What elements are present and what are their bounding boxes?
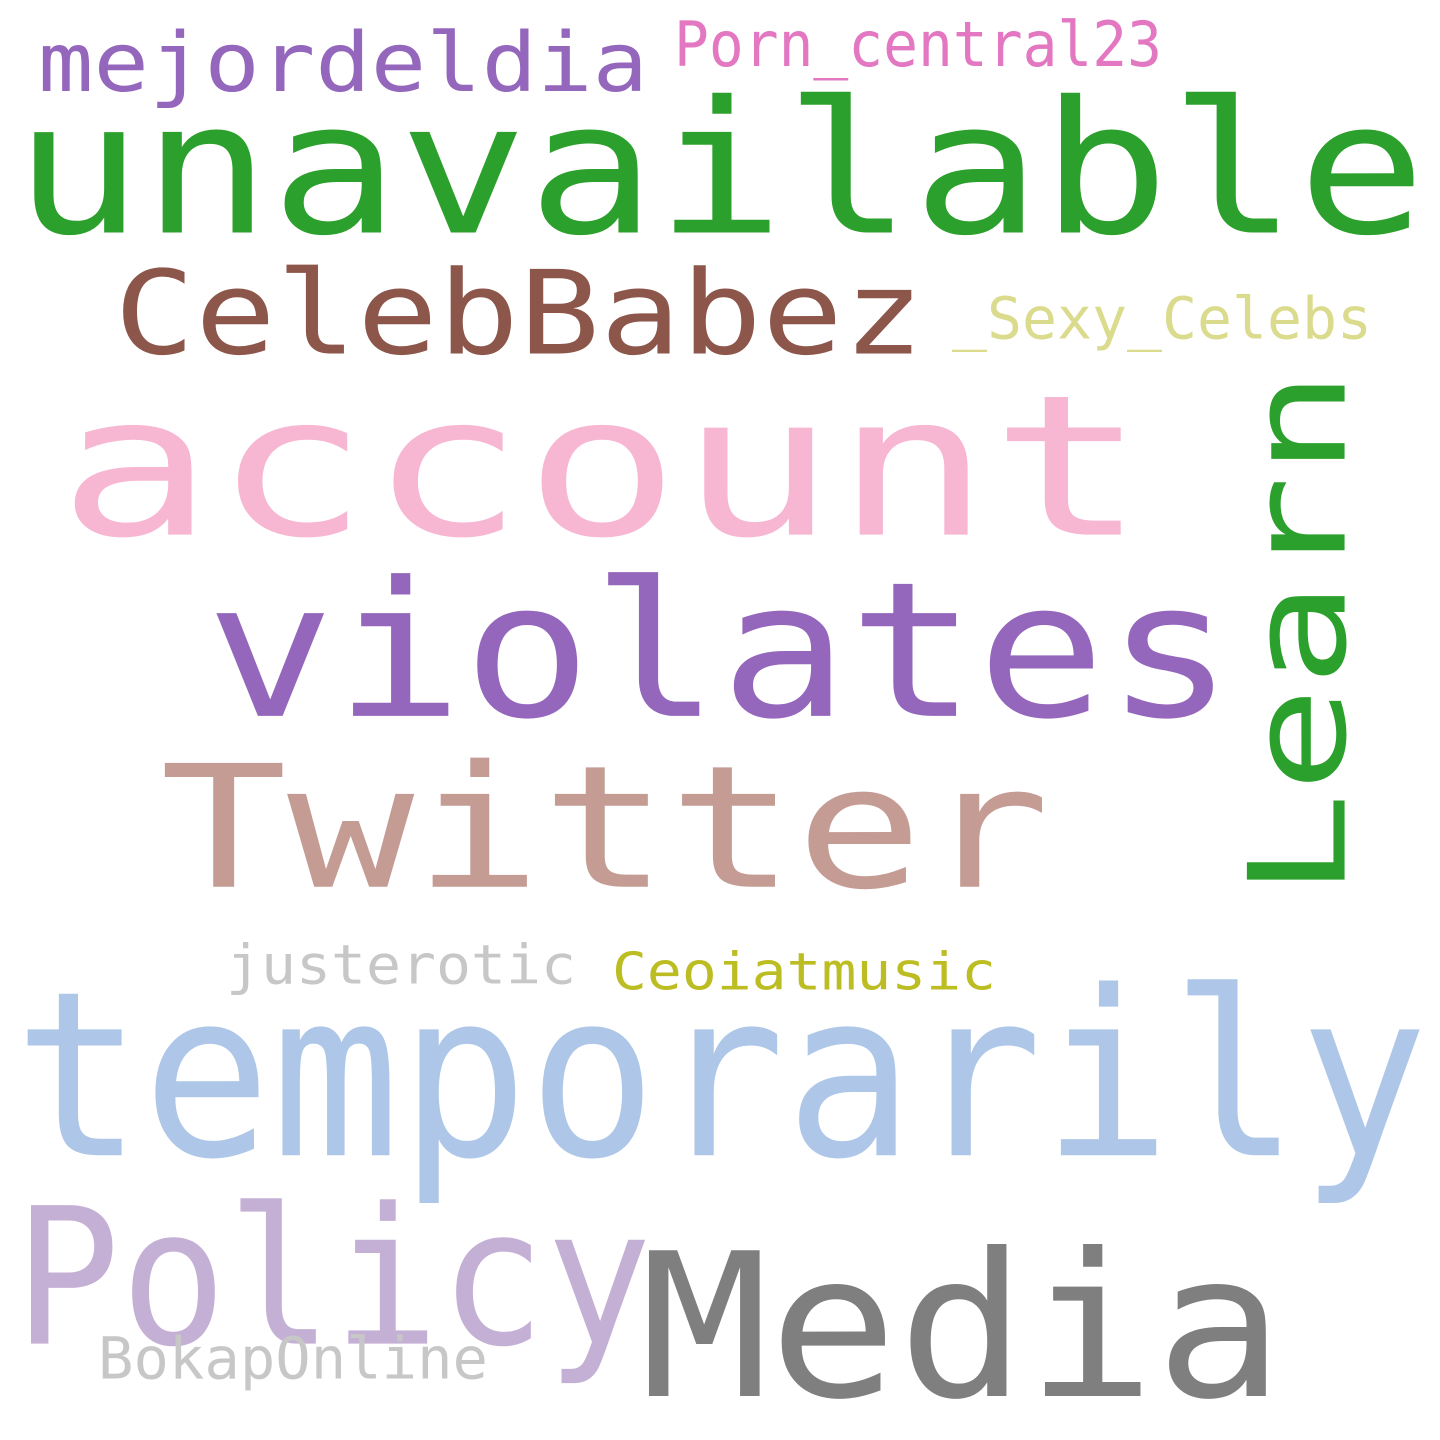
word-celebbabez: CelebBabez bbox=[114, 245, 924, 382]
word-violates: violates bbox=[206, 541, 1234, 762]
word-learn: Learn bbox=[1219, 370, 1377, 898]
word-account: account bbox=[58, 352, 1146, 582]
word-ceoiatmusic: Ceoiatmusic bbox=[612, 941, 996, 1003]
word-twitter: Twitter bbox=[160, 728, 1050, 928]
word-mejordeldia: mejordeldia bbox=[38, 14, 648, 111]
word-justerotic: justerotic bbox=[226, 933, 576, 997]
word-bokaponline: BokapOnline bbox=[98, 1324, 488, 1393]
word-unavailable: unavailable bbox=[14, 61, 1426, 277]
word-sexy-celebs: _Sexy_Celebs bbox=[952, 284, 1372, 353]
word-porn-central23: Porn_central23 bbox=[674, 8, 1162, 81]
word-policy: Policy bbox=[14, 1166, 652, 1390]
word-temporarily: temporarily bbox=[14, 941, 1428, 1211]
word-media: Media bbox=[640, 1210, 1284, 1440]
